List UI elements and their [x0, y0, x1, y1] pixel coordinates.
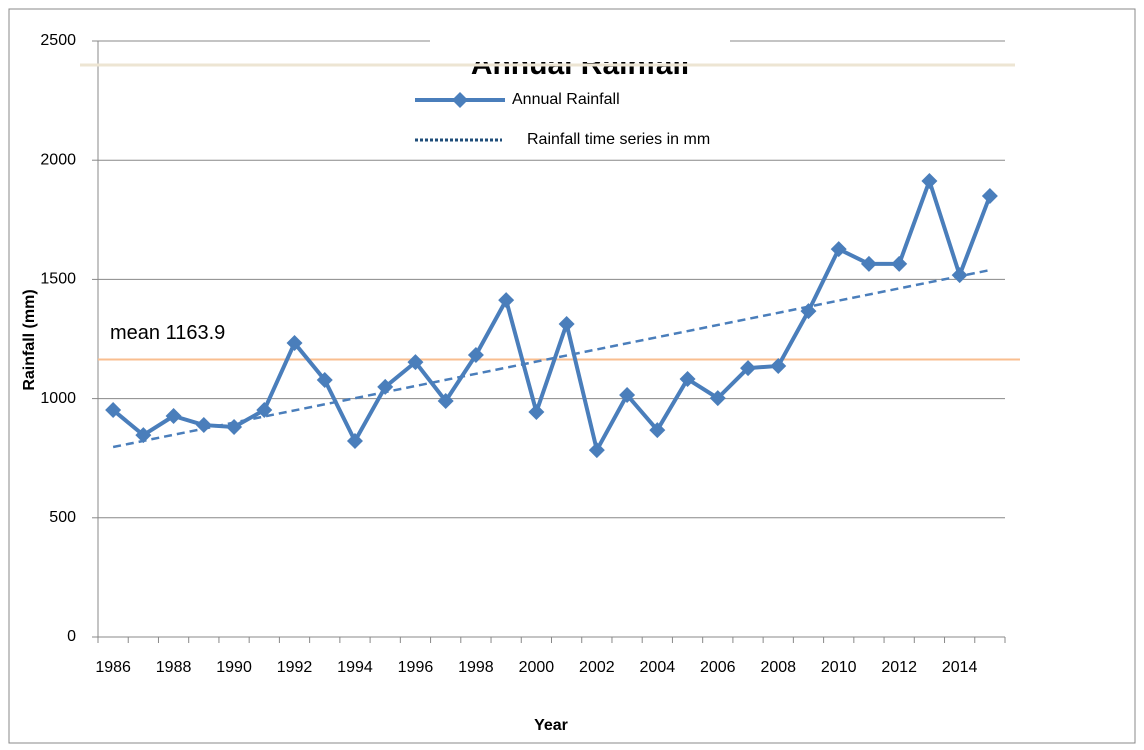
data-point	[528, 403, 545, 420]
data-point	[770, 357, 787, 374]
data-point	[498, 292, 515, 309]
data-point	[226, 418, 243, 435]
data-point	[165, 408, 182, 425]
x-tick-label: 2000	[519, 659, 555, 676]
data-point	[467, 346, 484, 363]
data-point	[105, 402, 122, 419]
x-tick-label: 2012	[881, 659, 917, 676]
data-point	[437, 392, 454, 409]
data-point	[135, 427, 152, 444]
x-tick-label: 2002	[579, 659, 615, 676]
y-tick-label: 2000	[40, 151, 76, 168]
data-point	[981, 187, 998, 204]
mean-label: mean 1163.9	[110, 322, 225, 344]
x-tick-label: 1998	[458, 659, 494, 676]
data-point	[377, 378, 394, 395]
legend-label: Rainfall time series in mm	[527, 131, 710, 148]
data-point	[346, 433, 363, 450]
x-tick-label: 1992	[277, 659, 313, 676]
data-point	[740, 360, 757, 377]
x-tick-label: 2010	[821, 659, 857, 676]
legend-marker	[452, 92, 468, 108]
x-tick-label: 1988	[156, 659, 192, 676]
x-tick-label: 2004	[640, 659, 676, 676]
data-point	[407, 354, 424, 371]
y-tick-label: 1500	[40, 271, 76, 288]
data-point	[921, 172, 938, 189]
data-point	[709, 390, 726, 407]
data-point	[619, 387, 636, 404]
y-tick-label: 500	[49, 509, 76, 526]
x-axis-title: Year	[534, 717, 568, 734]
data-point	[679, 371, 696, 388]
x-tick-label: 1996	[398, 659, 434, 676]
data-point	[800, 303, 817, 320]
data-point	[316, 372, 333, 389]
x-tick-label: 2014	[942, 659, 978, 676]
data-point	[286, 335, 303, 352]
data-point	[256, 402, 273, 419]
x-tick-label: 1986	[95, 659, 131, 676]
data-point	[891, 255, 908, 272]
data-point	[951, 267, 968, 284]
y-axis-title: Rainfall (mm)	[21, 289, 38, 390]
title-backdrop	[430, 30, 730, 62]
x-tick-label: 2006	[700, 659, 736, 676]
y-tick-label: 0	[67, 628, 76, 645]
data-point	[649, 422, 666, 439]
legend-label: Annual Rainfall	[512, 91, 620, 108]
data-point	[830, 241, 847, 258]
y-tick-label: 1000	[40, 390, 76, 407]
data-point	[558, 315, 575, 332]
trendline	[112, 268, 991, 449]
x-tick-label: 2008	[760, 659, 796, 676]
x-tick-label: 1990	[216, 659, 252, 676]
x-tick-label: 1994	[337, 659, 373, 676]
y-tick-label: 2500	[40, 32, 76, 49]
data-point	[195, 417, 212, 434]
data-point	[860, 255, 877, 272]
chart-border	[8, 8, 1136, 744]
data-point	[588, 442, 605, 459]
